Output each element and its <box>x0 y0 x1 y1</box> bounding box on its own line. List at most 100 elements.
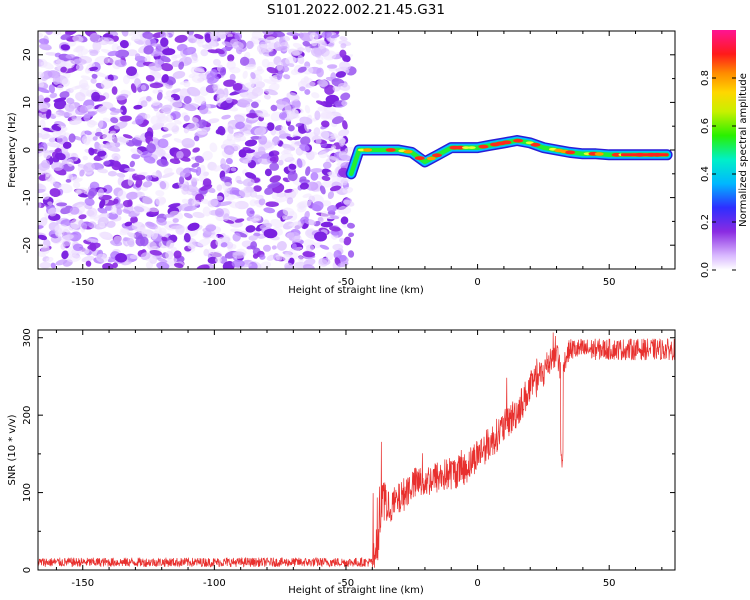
noise-blob <box>257 146 266 155</box>
noise-blob <box>221 114 231 120</box>
noise-blob <box>142 181 153 188</box>
noise-blob <box>200 184 213 191</box>
noise-blob <box>65 54 76 59</box>
noise-blob <box>310 47 323 57</box>
noise-blob <box>156 261 170 269</box>
noise-blob <box>90 77 97 84</box>
noise-blob <box>280 152 293 161</box>
noise-blob <box>93 104 103 110</box>
noise-blob <box>41 193 50 200</box>
noise-blob <box>286 92 300 102</box>
noise-blob <box>57 84 64 91</box>
noise-blob <box>300 216 309 224</box>
noise-blob <box>62 141 72 149</box>
noise-blob <box>329 185 342 192</box>
noise-blob <box>320 110 333 119</box>
noise-blob <box>288 63 295 68</box>
noise-blob <box>187 222 200 231</box>
noise-blob <box>98 212 110 221</box>
noise-blob <box>291 243 297 250</box>
noise-blob <box>263 94 271 100</box>
noise-blob <box>116 172 126 178</box>
noise-blob <box>60 66 67 73</box>
noise-blob <box>48 84 56 94</box>
noise-blob <box>54 148 62 153</box>
noise-blob <box>326 155 340 161</box>
noise-blob <box>246 112 259 119</box>
colorbar-tick-label: 0.0 <box>700 262 711 278</box>
noise-blob <box>227 33 233 38</box>
noise-blob <box>45 31 53 36</box>
noise-blob <box>318 259 329 267</box>
noise-blob <box>51 125 62 131</box>
noise-blob <box>127 232 137 238</box>
noise-blob <box>295 122 302 127</box>
noise-blob <box>236 179 244 185</box>
noise-blob <box>296 147 302 155</box>
noise-blob <box>143 155 156 164</box>
noise-blob <box>316 79 329 87</box>
noise-blob <box>242 94 250 100</box>
noise-blob <box>49 188 61 198</box>
noise-blob <box>268 151 275 157</box>
noise-blob <box>213 58 221 66</box>
noise-blob <box>304 47 311 53</box>
noise-blob <box>324 84 335 95</box>
noise-blob <box>192 211 205 219</box>
noise-blob <box>210 233 218 240</box>
noise-blob <box>339 49 347 58</box>
noise-blob <box>282 66 290 73</box>
noise-blob <box>155 196 167 206</box>
colorbar-gradient <box>712 30 736 270</box>
noise-blob <box>202 150 213 161</box>
noise-blob <box>61 78 70 87</box>
noise-blob <box>344 146 356 152</box>
spectrogram-x-tick-label: -50 <box>338 277 354 288</box>
noise-blob <box>242 70 248 79</box>
noise-blob <box>183 233 191 243</box>
noise-blob <box>163 167 173 175</box>
noise-blob <box>103 160 111 166</box>
noise-blob <box>276 71 283 81</box>
noise-blob <box>104 205 113 211</box>
noise-blob <box>105 31 119 36</box>
noise-blob <box>207 256 218 264</box>
noise-blob <box>250 72 256 80</box>
noise-blob <box>54 182 60 190</box>
colorbar-tick-label: 0.4 <box>700 166 711 182</box>
noise-blob <box>209 31 222 39</box>
noise-blob <box>85 238 99 243</box>
noise-blob <box>193 135 200 142</box>
noise-blob <box>140 100 148 108</box>
noise-blob <box>143 38 151 48</box>
noise-blob <box>280 125 287 131</box>
noise-blob <box>310 39 318 47</box>
noise-blob <box>172 70 186 79</box>
noise-blob <box>75 45 84 54</box>
noise-blob <box>322 161 332 169</box>
noise-blob <box>216 184 223 191</box>
noise-blob <box>98 119 104 129</box>
noise-blob <box>320 210 329 220</box>
spectrogram-x-ticks: -150 -100 -50 0 50 <box>55 31 663 288</box>
noise-blob <box>343 199 355 207</box>
snr-x-label: Height of straight line (km) <box>288 585 424 596</box>
noise-blob <box>315 138 322 145</box>
noise-blob <box>56 202 68 207</box>
noise-blob <box>265 36 277 43</box>
noise-blob <box>91 73 98 79</box>
noise-blob <box>315 100 326 106</box>
noise-blob <box>332 243 344 251</box>
noise-blob <box>297 200 312 208</box>
noise-blob <box>71 176 80 181</box>
noise-blob <box>75 189 82 195</box>
noise-blob <box>310 168 323 173</box>
noise-blob <box>263 47 274 53</box>
noise-blob <box>179 169 192 178</box>
noise-blob <box>174 34 188 43</box>
noise-blob <box>80 75 92 81</box>
track-peak <box>530 142 541 147</box>
noise-blob <box>292 42 303 49</box>
noise-blob <box>110 206 118 215</box>
noise-blob <box>231 259 245 268</box>
